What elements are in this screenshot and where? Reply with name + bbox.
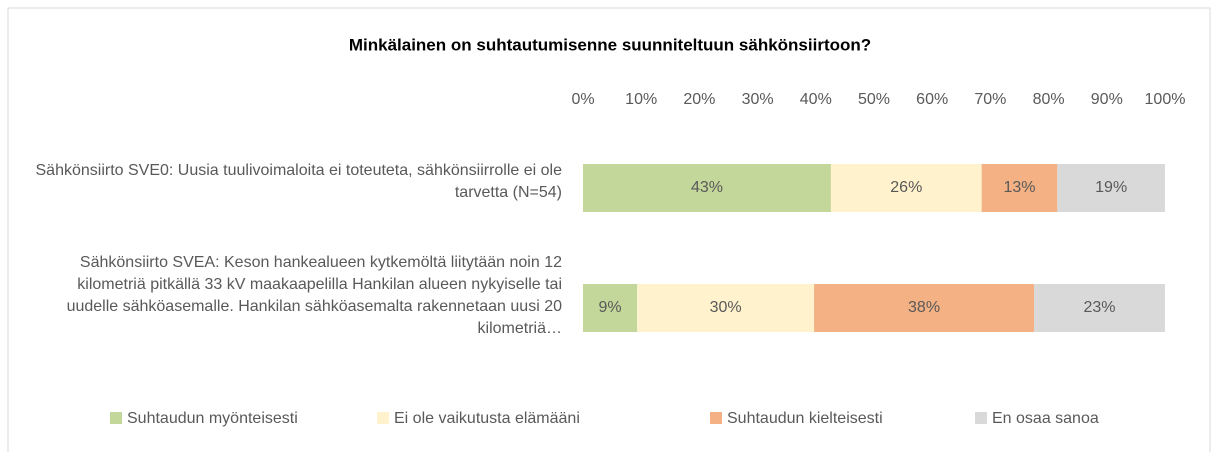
bar-segment: [583, 284, 638, 332]
x-tick-label: 10%: [625, 91, 657, 108]
x-tick-label: 30%: [742, 91, 774, 108]
x-tick-label: 0%: [571, 91, 594, 108]
data-label: 19%: [1095, 179, 1127, 196]
data-label: 13%: [1003, 179, 1035, 196]
x-tick-label: 40%: [800, 91, 832, 108]
legend-swatch: [377, 412, 389, 424]
data-label: 23%: [1084, 299, 1116, 316]
bar-segment: [637, 284, 815, 332]
legend-swatch: [710, 412, 722, 424]
bar-segment: [814, 284, 1035, 332]
legend-label: Suhtaudun myönteisesti: [127, 410, 298, 427]
bar-segment: [1057, 164, 1165, 212]
bar-segment: [1034, 284, 1165, 332]
data-label: 30%: [710, 299, 742, 316]
x-tick-label: 90%: [1091, 91, 1123, 108]
chart-title: Minkälainen on suhtautumisenne suunnitel…: [349, 35, 871, 54]
data-label: 43%: [691, 179, 723, 196]
x-tick-label: 50%: [858, 91, 890, 108]
x-tick-label: 70%: [974, 91, 1006, 108]
category-label: Sähkönsiirto SVE0: Uusia tuulivoimaloita…: [35, 162, 563, 201]
legend-label: En osaa sanoa: [992, 410, 1099, 427]
x-tick-label: 60%: [916, 91, 948, 108]
legend-label: Suhtaudun kielteisesti: [727, 410, 883, 427]
bar-segment: [583, 164, 831, 212]
chart-border: [7, 7, 1211, 452]
legend-swatch: [110, 412, 122, 424]
x-tick-label: 20%: [683, 91, 715, 108]
data-label: 26%: [890, 179, 922, 196]
legend-swatch: [975, 412, 987, 424]
data-label: 9%: [599, 299, 622, 316]
bar-segment: [981, 164, 1058, 212]
legend-label: Ei ole vaikutusta elämääni: [394, 410, 580, 427]
category-label: Sähkönsiirto SVEA: Keson hankealueen kyt…: [66, 254, 562, 337]
bar-segment: [830, 164, 982, 212]
x-tick-label: 80%: [1033, 91, 1065, 108]
data-label: 38%: [908, 299, 940, 316]
x-tick-label: 100%: [1145, 91, 1186, 108]
